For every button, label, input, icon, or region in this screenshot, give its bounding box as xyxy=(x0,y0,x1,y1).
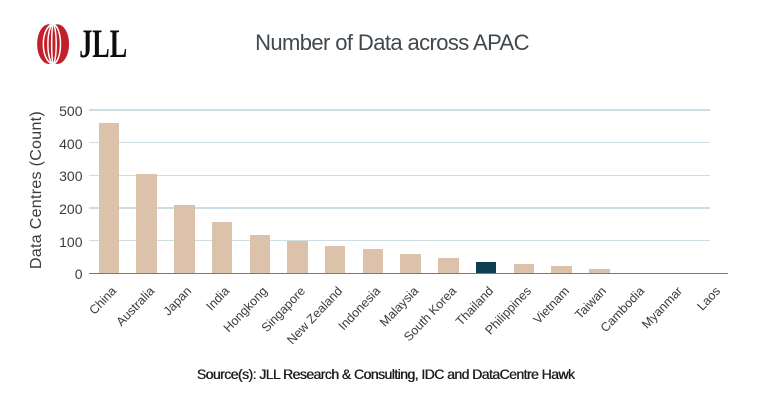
svg-text:JLL: JLL xyxy=(79,21,127,66)
